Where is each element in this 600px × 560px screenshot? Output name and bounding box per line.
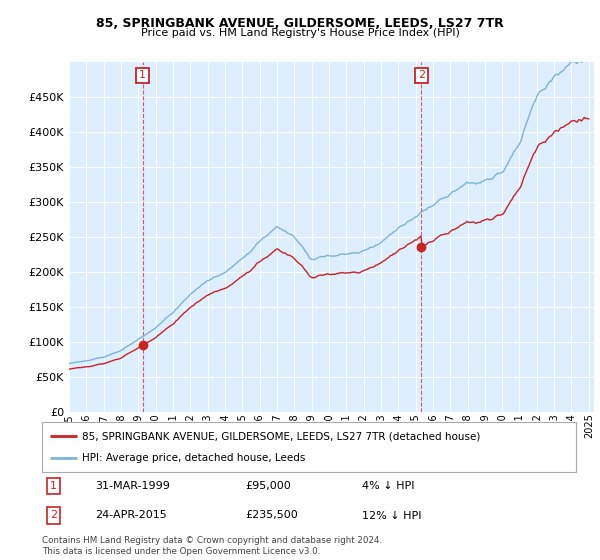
Text: HPI: Average price, detached house, Leeds: HPI: Average price, detached house, Leed…	[82, 452, 305, 463]
Text: £235,500: £235,500	[245, 511, 298, 520]
Text: 2: 2	[418, 71, 425, 80]
Text: 2: 2	[50, 511, 58, 520]
Text: 24-APR-2015: 24-APR-2015	[95, 511, 167, 520]
Text: Price paid vs. HM Land Registry's House Price Index (HPI): Price paid vs. HM Land Registry's House …	[140, 28, 460, 38]
Text: 1: 1	[139, 71, 146, 80]
FancyBboxPatch shape	[42, 422, 576, 472]
Text: 85, SPRINGBANK AVENUE, GILDERSOME, LEEDS, LS27 7TR: 85, SPRINGBANK AVENUE, GILDERSOME, LEEDS…	[96, 17, 504, 30]
Text: 4% ↓ HPI: 4% ↓ HPI	[362, 481, 415, 491]
Text: 1: 1	[50, 481, 57, 491]
Text: 31-MAR-1999: 31-MAR-1999	[95, 481, 170, 491]
Text: 85, SPRINGBANK AVENUE, GILDERSOME, LEEDS, LS27 7TR (detached house): 85, SPRINGBANK AVENUE, GILDERSOME, LEEDS…	[82, 431, 481, 441]
Text: 12% ↓ HPI: 12% ↓ HPI	[362, 511, 422, 520]
Text: £95,000: £95,000	[245, 481, 290, 491]
Text: Contains HM Land Registry data © Crown copyright and database right 2024.
This d: Contains HM Land Registry data © Crown c…	[42, 536, 382, 556]
